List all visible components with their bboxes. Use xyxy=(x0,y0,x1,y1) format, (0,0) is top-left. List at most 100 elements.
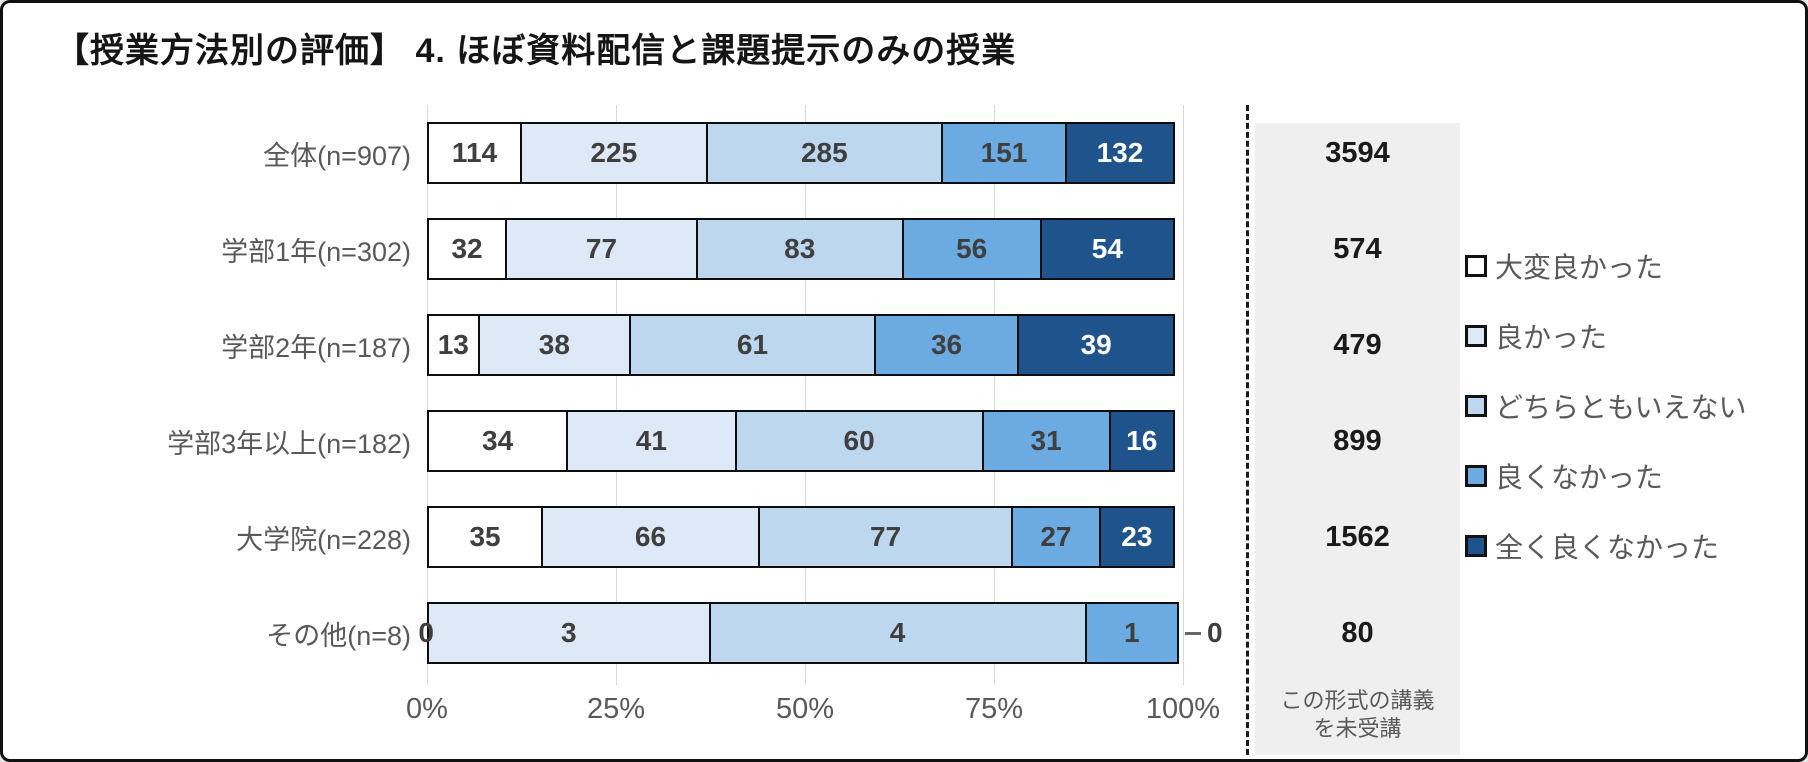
not-attended-note-line: この形式の講義 xyxy=(1280,688,1435,713)
legend-item: 良くなかった xyxy=(1465,441,1746,511)
not-attended-count: 479 xyxy=(1333,328,1382,361)
bar-segment-value: 151 xyxy=(980,137,1028,168)
bar-segment-value: 41 xyxy=(635,425,667,456)
plot-rows: 全体(n=907) 114 225 285 151 132 学部1年(n=302) 32 77 8… xyxy=(3,105,1243,681)
gridline xyxy=(1183,105,1184,685)
bar-segment-value: 34 xyxy=(482,425,514,456)
x-axis-tick: 75% xyxy=(964,693,1024,725)
zero-value-label: 0 xyxy=(1207,617,1223,648)
bar-segment-value: 225 xyxy=(590,137,638,168)
not-attended-note-line: を未受講 xyxy=(1313,715,1402,741)
not-attended-count: 1562 xyxy=(1325,520,1390,553)
bar-segment: 285 xyxy=(705,122,944,184)
bar-segment: 54 xyxy=(1039,218,1175,280)
bar-segment: 4 xyxy=(708,602,1087,664)
bar-segment: 27 xyxy=(1011,506,1101,568)
bar-segment: 66 xyxy=(541,506,760,568)
trailing-zero-label: 0 xyxy=(1185,617,1223,649)
bar-segment-value: 77 xyxy=(869,521,902,552)
x-axis-tick: 0% xyxy=(406,693,448,725)
x-axis-tick: 100% xyxy=(1145,693,1221,725)
not-attended-count: 899 xyxy=(1333,424,1382,457)
bar-segment-value: 1 xyxy=(1123,617,1140,648)
bar-segment: 23 xyxy=(1098,506,1175,568)
bar-track: 32 77 83 56 54 xyxy=(427,218,1183,280)
not-attended-values: 3594 574 479 899 1562 80 xyxy=(1255,105,1460,681)
x-axis-tick: 50% xyxy=(775,693,835,725)
bar-segment-value: 83 xyxy=(784,233,816,264)
legend-item: どちらともいえない xyxy=(1465,371,1746,441)
bar-segment: 35 xyxy=(427,506,544,568)
bar-row: 学部1年(n=302) 32 77 83 56 54 xyxy=(3,201,1243,297)
bar-segment-value: 31 xyxy=(1030,425,1062,456)
bar-segment: 3 xyxy=(427,602,711,664)
not-attended-count: 574 xyxy=(1333,232,1382,265)
legend-label: どちらともいえない xyxy=(1495,392,1747,423)
bar-segment-value: 23 xyxy=(1121,521,1153,552)
bar-segment-value: 54 xyxy=(1091,233,1123,264)
bar-segment: 13 xyxy=(427,314,480,376)
bar-segment-value: 77 xyxy=(585,233,618,264)
bar-row: 学部2年(n=187) 13 38 61 36 39 xyxy=(3,297,1243,393)
legend-label: 良かった xyxy=(1495,322,1608,353)
bar-segment-value: 27 xyxy=(1040,521,1072,552)
gridline xyxy=(805,105,806,685)
dashed-separator-line xyxy=(1246,105,1249,755)
bar-track: 35 66 77 27 23 xyxy=(427,506,1183,568)
legend-label: 大変良かった xyxy=(1495,252,1664,283)
legend-item: 全く良くなかった xyxy=(1465,511,1746,581)
row-label: 大学院(n=228) xyxy=(236,524,411,555)
row-label: その他(n=8) xyxy=(266,620,411,651)
bar-segment: 151 xyxy=(941,122,1067,184)
bar-segment: 36 xyxy=(873,314,1020,376)
bar-segment: 56 xyxy=(901,218,1042,280)
bar-segment: 61 xyxy=(629,314,876,376)
bar-segment: 77 xyxy=(757,506,1014,568)
bar-segment: 225 xyxy=(520,122,708,184)
bar-segment: 32 xyxy=(427,218,508,280)
bar-track: 114 225 285 151 132 xyxy=(427,122,1183,184)
bar-segment: 38 xyxy=(477,314,632,376)
zero-value-label: 0 xyxy=(418,617,435,648)
gridline xyxy=(994,105,995,685)
row-label: 学部2年(n=187) xyxy=(221,332,411,363)
bar-segment: 16 xyxy=(1108,410,1175,472)
bar-segment: 60 xyxy=(734,410,984,472)
not-attended-note: この形式の講義 を未受講 xyxy=(1255,687,1460,742)
legend: 大変良かった 良かったどちらともいえない 良くなかった全く良くなかった xyxy=(1465,231,1746,581)
bar-segment-value: 39 xyxy=(1080,329,1112,360)
bar-segment: 31 xyxy=(981,410,1111,472)
legend-label: 良くなかった xyxy=(1495,462,1664,493)
bar-segment: 34 xyxy=(427,410,569,472)
legend-swatch xyxy=(1465,465,1487,487)
legend-item: 大変良かった xyxy=(1465,231,1746,301)
row-label: 学部3年以上(n=182) xyxy=(167,428,411,459)
bar-segment-value: 35 xyxy=(469,521,501,552)
bar-segment-value: 132 xyxy=(1096,137,1144,168)
bar-segment-value: 285 xyxy=(800,137,848,168)
row-label: 全体(n=907) xyxy=(263,140,411,171)
bar-segment-value: 13 xyxy=(437,329,469,360)
bar-segment-value: 4 xyxy=(889,617,906,648)
legend-swatch xyxy=(1465,325,1487,347)
bar-segment: 39 xyxy=(1017,314,1175,376)
bar-track: 34 41 60 31 16 xyxy=(427,410,1183,472)
bar-segment-value: 60 xyxy=(843,425,875,456)
bar-track: 13 38 61 36 39 xyxy=(427,314,1183,376)
row-label: 学部1年(n=302) xyxy=(221,236,411,267)
bar-segment-value: 61 xyxy=(736,329,769,360)
bar-segment: 1 xyxy=(1084,602,1179,664)
bar-row: その他(n=8) 0 3 4 1 0 xyxy=(3,585,1243,681)
bar-segment-value: 3 xyxy=(560,617,577,648)
bar-track: 0 3 4 1 xyxy=(418,602,1183,664)
gridline xyxy=(616,105,617,685)
bar-row: 大学院(n=228) 35 66 77 27 23 xyxy=(3,489,1243,585)
x-axis-tick: 25% xyxy=(586,693,646,725)
not-attended-count: 80 xyxy=(1341,616,1374,649)
not-attended-panel xyxy=(1255,123,1460,755)
legend-item: 良かった xyxy=(1465,301,1746,371)
bar-row: 全体(n=907) 114 225 285 151 132 xyxy=(3,105,1243,201)
legend-swatch xyxy=(1465,535,1487,557)
bar-segment: 114 xyxy=(427,122,523,184)
